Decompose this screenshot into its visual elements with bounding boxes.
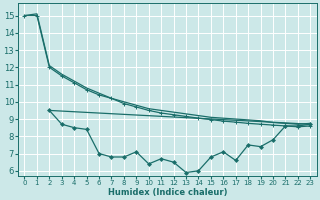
X-axis label: Humidex (Indice chaleur): Humidex (Indice chaleur) xyxy=(108,188,227,197)
